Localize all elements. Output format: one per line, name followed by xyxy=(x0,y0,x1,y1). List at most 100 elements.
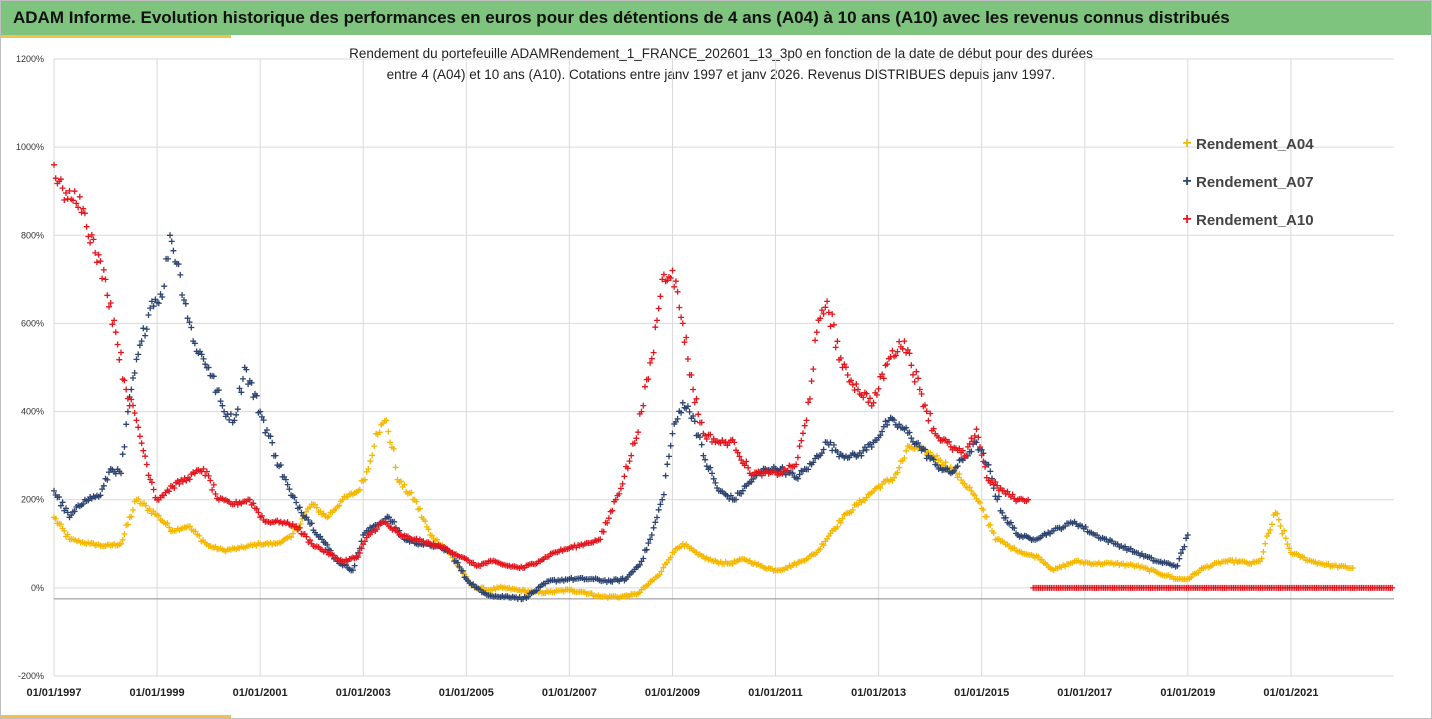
data-point xyxy=(1284,541,1291,548)
data-point xyxy=(1389,584,1396,591)
x-tick-label: 01/01/2011 xyxy=(748,687,802,699)
data-point xyxy=(383,417,390,424)
data-point xyxy=(853,381,860,387)
data-point xyxy=(899,345,906,352)
data-point xyxy=(369,452,376,459)
data-point xyxy=(666,453,672,460)
data-point xyxy=(59,499,66,506)
data-point xyxy=(250,394,257,401)
data-point xyxy=(616,490,623,497)
data-point xyxy=(1025,496,1032,503)
chart-title-line-2: entre 4 (A04) et 10 ans (A10). Cotations… xyxy=(386,67,1056,82)
data-point xyxy=(286,486,293,493)
data-point xyxy=(631,440,638,447)
data-point xyxy=(282,476,289,483)
data-point xyxy=(296,524,303,531)
data-point xyxy=(703,463,710,470)
data-point xyxy=(288,534,295,541)
data-point xyxy=(186,319,193,326)
data-point xyxy=(633,435,640,442)
data-point xyxy=(664,277,671,284)
data-point xyxy=(624,465,631,472)
data-point xyxy=(951,467,958,474)
data-point xyxy=(71,188,78,195)
data-point xyxy=(848,377,855,384)
data-point xyxy=(136,433,143,440)
data-point xyxy=(118,470,124,477)
data-point xyxy=(367,458,374,465)
data-point xyxy=(922,446,928,453)
data-point xyxy=(654,514,660,521)
data-point xyxy=(648,355,655,362)
data-point xyxy=(966,440,973,447)
data-point xyxy=(1174,562,1181,569)
data-point xyxy=(128,386,135,393)
data-point xyxy=(837,519,844,526)
data-point xyxy=(51,161,57,168)
data-point xyxy=(188,324,195,331)
data-point xyxy=(844,372,851,378)
data-point xyxy=(684,356,691,362)
data-point xyxy=(63,190,69,196)
data-point xyxy=(963,452,970,459)
data-point xyxy=(684,403,691,410)
data-point xyxy=(944,465,951,472)
data-point xyxy=(806,395,813,402)
data-point xyxy=(930,425,937,432)
data-point xyxy=(657,293,664,300)
data-point xyxy=(351,562,358,569)
data-point xyxy=(901,338,908,345)
data-point xyxy=(643,546,650,553)
data-point xyxy=(148,298,155,305)
x-tick-label: 01/01/2021 xyxy=(1263,687,1318,699)
data-point xyxy=(161,283,168,290)
legend-marker-a04: + xyxy=(1182,135,1192,152)
data-point xyxy=(267,433,274,440)
data-point xyxy=(1282,535,1289,542)
data-point xyxy=(63,505,69,512)
data-point xyxy=(203,468,210,475)
data-point xyxy=(240,375,246,382)
data-point xyxy=(140,447,147,454)
data-point xyxy=(597,536,604,543)
data-point xyxy=(248,379,255,386)
data-point xyxy=(202,361,209,368)
data-point xyxy=(671,283,678,290)
data-point xyxy=(238,389,245,396)
data-point xyxy=(64,531,71,538)
accent-bar-top xyxy=(1,35,231,38)
data-point xyxy=(830,442,837,448)
data-point xyxy=(186,476,193,483)
data-point xyxy=(1258,555,1265,562)
data-point xyxy=(99,486,106,493)
data-point xyxy=(135,496,142,503)
data-point xyxy=(894,469,901,476)
data-point xyxy=(947,464,954,471)
data-point xyxy=(1260,548,1267,555)
data-point xyxy=(810,366,817,373)
data-point xyxy=(57,521,64,528)
data-point xyxy=(712,479,719,486)
data-point xyxy=(1181,543,1188,550)
data-point xyxy=(662,472,669,479)
data-point xyxy=(57,176,64,183)
data-point xyxy=(973,426,980,433)
data-point xyxy=(858,452,865,459)
data-point xyxy=(925,452,932,459)
data-point xyxy=(198,351,205,358)
data-point xyxy=(679,320,686,327)
data-point xyxy=(166,488,173,495)
data-point xyxy=(293,523,300,530)
data-point xyxy=(834,338,841,345)
data-point xyxy=(290,530,296,537)
data-point xyxy=(221,408,228,415)
data-point xyxy=(604,519,611,526)
data-point xyxy=(78,209,85,216)
data-point xyxy=(253,392,260,399)
data-point xyxy=(880,423,887,430)
data-point xyxy=(176,480,183,487)
data-point xyxy=(114,341,121,348)
data-point xyxy=(954,474,961,481)
data-point xyxy=(140,325,147,332)
data-point xyxy=(827,439,834,446)
